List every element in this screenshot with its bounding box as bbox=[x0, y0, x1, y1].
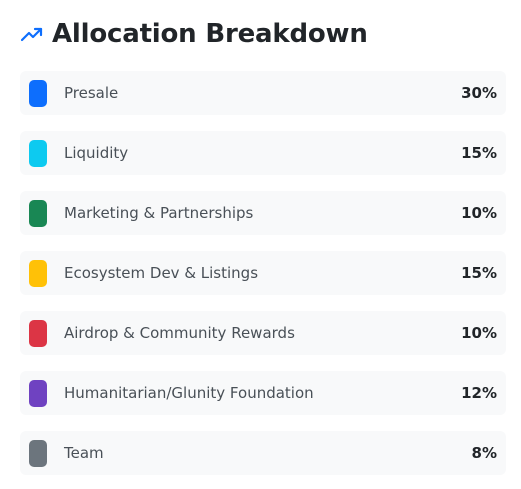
allocation-row-ecosystem: Ecosystem Dev & Listings 15% bbox=[20, 251, 506, 295]
allocation-percent: 8% bbox=[471, 444, 497, 462]
allocation-label: Presale bbox=[64, 84, 119, 102]
allocation-row-humanitarian: Humanitarian/Glunity Foundation 12% bbox=[20, 371, 506, 415]
allocation-label: Airdrop & Community Rewards bbox=[64, 324, 295, 342]
allocation-label: Ecosystem Dev & Listings bbox=[64, 264, 259, 282]
color-swatch bbox=[29, 259, 47, 287]
allocation-row-liquidity: Liquidity 15% bbox=[20, 131, 506, 175]
color-swatch bbox=[29, 199, 47, 227]
allocation-percent: 10% bbox=[461, 204, 497, 222]
color-swatch bbox=[29, 439, 47, 467]
allocation-row-team: Team 8% bbox=[20, 431, 506, 475]
trending-up-icon bbox=[20, 22, 44, 46]
allocation-label: Humanitarian/Glunity Foundation bbox=[64, 384, 314, 402]
allocation-label: Liquidity bbox=[64, 144, 129, 162]
color-swatch bbox=[29, 139, 47, 167]
allocation-percent: 10% bbox=[461, 324, 497, 342]
color-swatch bbox=[29, 379, 47, 407]
allocation-percent: 15% bbox=[461, 264, 497, 282]
allocation-list: Presale 30% Liquidity 15% Marketing & Pa… bbox=[20, 71, 506, 489]
allocation-row-marketing: Marketing & Partnerships 10% bbox=[20, 191, 506, 235]
allocation-percent: 12% bbox=[461, 384, 497, 402]
allocation-row-airdrop: Airdrop & Community Rewards 10% bbox=[20, 311, 506, 355]
page-title: Allocation Breakdown bbox=[52, 19, 368, 49]
allocation-percent: 15% bbox=[461, 144, 497, 162]
allocation-percent: 30% bbox=[461, 84, 497, 102]
allocation-row-presale: Presale 30% bbox=[20, 71, 506, 115]
color-swatch bbox=[29, 319, 47, 347]
allocation-label: Team bbox=[64, 444, 104, 462]
allocation-label: Marketing & Partnerships bbox=[64, 204, 254, 222]
color-swatch bbox=[29, 79, 47, 107]
card-header: Allocation Breakdown bbox=[20, 14, 368, 54]
